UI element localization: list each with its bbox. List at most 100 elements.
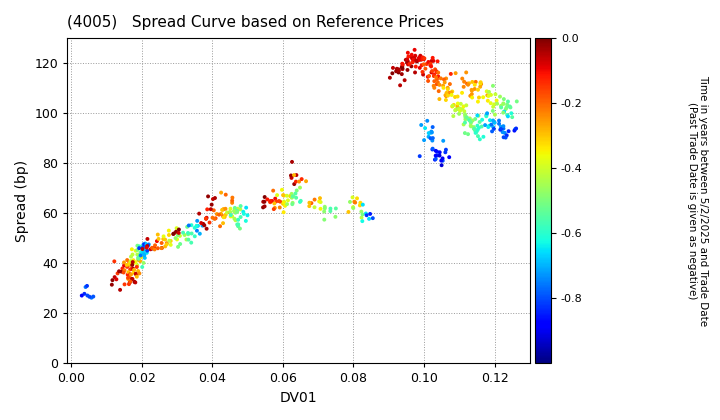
Point: [454, 107, 466, 114]
Point: [213, 211, 225, 218]
Point: [300, 178, 312, 184]
Point: [487, 117, 499, 124]
Point: [139, 244, 150, 251]
Point: [452, 93, 464, 100]
Point: [215, 223, 226, 230]
Point: [257, 204, 269, 211]
Point: [449, 94, 461, 100]
Point: [433, 73, 444, 80]
Point: [447, 102, 459, 109]
Point: [500, 134, 511, 141]
Point: [163, 232, 175, 239]
Point: [220, 191, 232, 198]
Point: [437, 155, 449, 162]
Point: [226, 213, 238, 220]
Point: [409, 69, 420, 76]
Point: [106, 281, 117, 288]
Point: [119, 267, 130, 274]
Point: [171, 236, 183, 243]
Point: [192, 218, 203, 224]
Point: [207, 214, 218, 221]
Point: [477, 134, 489, 140]
Point: [464, 92, 476, 99]
Point: [220, 211, 231, 218]
Point: [304, 200, 315, 206]
Point: [127, 276, 138, 283]
Point: [425, 129, 436, 136]
Point: [459, 108, 470, 115]
Point: [130, 270, 141, 277]
Point: [274, 204, 286, 211]
Point: [470, 79, 482, 85]
Point: [149, 246, 161, 253]
Point: [156, 244, 168, 251]
Point: [348, 198, 360, 205]
Point: [174, 233, 186, 239]
Point: [474, 118, 485, 125]
Point: [107, 277, 118, 284]
Point: [134, 243, 145, 249]
Point: [229, 215, 240, 222]
Point: [391, 67, 402, 74]
Point: [397, 65, 408, 71]
Point: [228, 208, 240, 215]
Point: [427, 135, 438, 142]
Point: [287, 200, 298, 206]
Point: [240, 204, 252, 211]
Point: [293, 178, 305, 185]
Point: [139, 255, 150, 261]
Point: [194, 230, 206, 237]
Point: [210, 194, 221, 201]
Point: [429, 156, 441, 163]
Point: [181, 223, 193, 230]
Point: [215, 210, 227, 217]
Point: [124, 262, 135, 268]
Point: [452, 106, 464, 113]
Point: [472, 98, 484, 105]
Point: [141, 244, 153, 251]
Point: [440, 97, 451, 103]
Point: [487, 103, 499, 110]
Point: [432, 79, 444, 86]
Point: [427, 146, 438, 153]
Point: [118, 269, 130, 276]
Point: [415, 53, 426, 60]
Point: [130, 259, 141, 265]
Point: [397, 63, 408, 69]
Point: [259, 203, 271, 210]
Point: [393, 67, 405, 74]
Point: [360, 210, 372, 217]
Point: [506, 114, 518, 121]
Point: [415, 56, 426, 63]
Point: [125, 271, 137, 278]
Point: [230, 207, 241, 214]
Point: [471, 129, 482, 135]
Point: [131, 273, 143, 280]
Point: [268, 206, 279, 213]
Point: [138, 249, 149, 256]
Point: [81, 283, 93, 289]
Point: [133, 245, 145, 252]
Point: [463, 116, 474, 123]
Point: [122, 271, 133, 278]
Point: [344, 199, 356, 205]
Point: [134, 251, 145, 258]
Point: [286, 175, 297, 181]
Point: [402, 61, 414, 68]
Point: [173, 230, 184, 236]
Point: [454, 106, 465, 113]
Point: [459, 130, 471, 136]
Point: [233, 221, 244, 228]
Point: [130, 279, 141, 286]
Point: [489, 111, 500, 118]
Point: [318, 208, 330, 215]
Point: [137, 248, 148, 255]
Point: [450, 70, 462, 76]
Point: [354, 202, 366, 209]
Point: [215, 189, 227, 196]
Point: [426, 68, 438, 74]
Point: [488, 126, 500, 132]
Point: [367, 215, 379, 221]
Point: [464, 118, 476, 124]
Y-axis label: Time in years between 5/2/2025 and Trade Date
(Past Trade Date is given as negat: Time in years between 5/2/2025 and Trade…: [687, 75, 708, 326]
